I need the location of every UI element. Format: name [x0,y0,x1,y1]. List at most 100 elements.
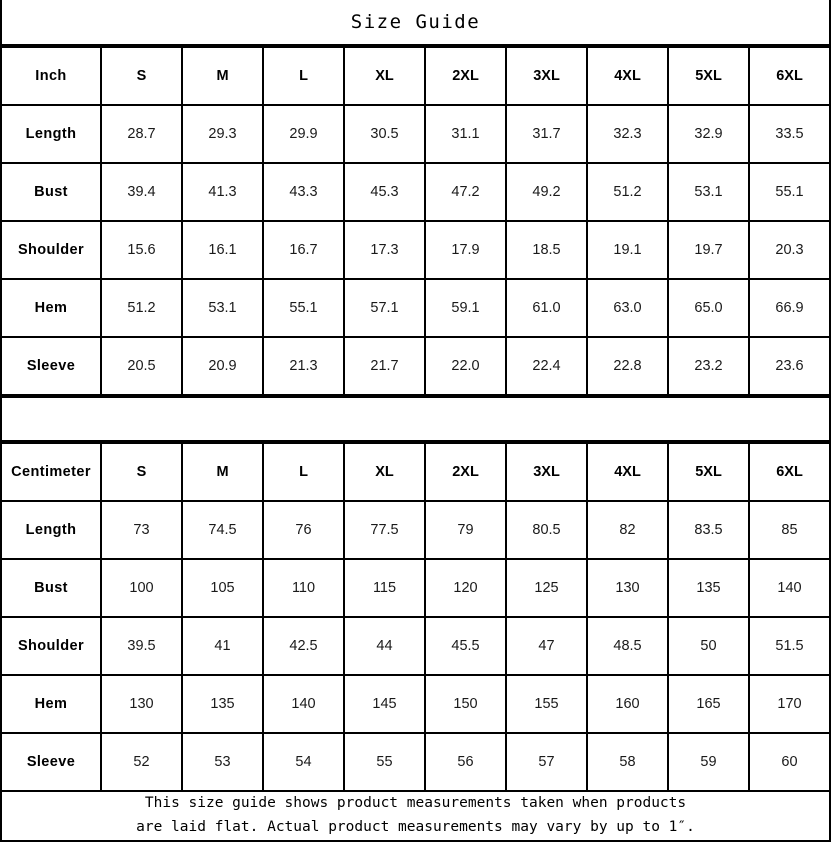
cell-value: 47.2 [424,161,507,222]
cell-value: 49.2 [505,161,588,222]
cell-value: 21.3 [262,335,345,396]
table-row: Length 28.7 29.3 29.9 30.5 31.1 31.7 32.… [0,103,831,164]
unit-label-inch: Inch [0,45,102,106]
cell-value: 23.2 [667,335,750,396]
cell-value: 20.3 [748,219,831,280]
size-header-6xl: 6XL [748,45,831,106]
cell-value: 43.3 [262,161,345,222]
cell-value: 29.3 [181,103,264,164]
cell-value: 65.0 [667,277,750,338]
centimeter-measurements-table: Centimeter S M L XL 2XL 3XL 4XL 5XL 6XL … [0,442,831,793]
table-row: Sleeve 52 53 54 55 56 57 58 59 60 [0,732,831,793]
page-title: Size Guide [350,10,481,33]
cell-value: 44 [343,616,426,677]
cell-value: 51.2 [100,277,183,338]
size-header-xl: XL [343,442,426,503]
cell-value: 135 [667,558,750,619]
cell-value: 51.2 [586,161,669,222]
size-header-s: S [100,45,183,106]
row-label-hem: Hem [0,277,102,338]
cell-value: 165 [667,674,750,735]
table-separator-row [0,395,831,443]
cell-value: 16.1 [181,219,264,280]
disclaimer-line-1: This size guide shows product measuremen… [144,795,687,812]
cell-value: 33.5 [748,103,831,164]
size-guide-disclaimer: This size guide shows product measuremen… [0,792,831,842]
cell-value: 80.5 [505,500,588,561]
cell-value: 31.7 [505,103,588,164]
cell-value: 45.5 [424,616,507,677]
cell-value: 39.4 [100,161,183,222]
cell-value: 74.5 [181,500,264,561]
cell-value: 55.1 [262,277,345,338]
cell-value: 39.5 [100,616,183,677]
cell-value: 110 [262,558,345,619]
cell-value: 32.9 [667,103,750,164]
table-row: Length 73 74.5 76 77.5 79 80.5 82 83.5 8… [0,500,831,561]
cell-value: 53 [181,732,264,793]
cell-value: 52 [100,732,183,793]
cell-value: 85 [748,500,831,561]
disclaimer-line-2: are laid flat. Actual product measuremen… [136,819,695,836]
cell-value: 41 [181,616,264,677]
cell-value: 76 [262,500,345,561]
cell-value: 42.5 [262,616,345,677]
size-header-s: S [100,442,183,503]
cell-value: 41.3 [181,161,264,222]
cell-value: 56 [424,732,507,793]
size-header-m: M [181,45,264,106]
cell-value: 61.0 [505,277,588,338]
cell-value: 55 [343,732,426,793]
cell-value: 18.5 [505,219,588,280]
cell-value: 28.7 [100,103,183,164]
size-header-l: L [262,442,345,503]
cell-value: 60 [748,732,831,793]
row-label-bust: Bust [0,558,102,619]
size-header-3xl: 3XL [505,442,588,503]
row-label-sleeve: Sleeve [0,335,102,396]
cell-value: 51.5 [748,616,831,677]
cell-value: 63.0 [586,277,669,338]
cell-value: 59 [667,732,750,793]
cell-value: 30.5 [343,103,426,164]
size-header-xl: XL [343,45,426,106]
cell-value: 120 [424,558,507,619]
cell-value: 15.6 [100,219,183,280]
cell-value: 73 [100,500,183,561]
cell-value: 57.1 [343,277,426,338]
cell-value: 125 [505,558,588,619]
cell-value: 53.1 [181,277,264,338]
size-header-4xl: 4XL [586,45,669,106]
cell-value: 47 [505,616,588,677]
cell-value: 150 [424,674,507,735]
cell-value: 55.1 [748,161,831,222]
cell-value: 29.9 [262,103,345,164]
cell-value: 135 [181,674,264,735]
size-header-2xl: 2XL [424,442,507,503]
cell-value: 105 [181,558,264,619]
cell-value: 17.3 [343,219,426,280]
cell-value: 48.5 [586,616,669,677]
cell-value: 155 [505,674,588,735]
cell-value: 19.7 [667,219,750,280]
row-label-shoulder: Shoulder [0,219,102,280]
cell-value: 82 [586,500,669,561]
row-label-sleeve: Sleeve [0,732,102,793]
size-header-4xl: 4XL [586,442,669,503]
cell-value: 57 [505,732,588,793]
cell-value: 115 [343,558,426,619]
row-label-hem: Hem [0,674,102,735]
cell-value: 59.1 [424,277,507,338]
table-row: Hem 51.2 53.1 55.1 57.1 59.1 61.0 63.0 6… [0,277,831,338]
cell-value: 140 [262,674,345,735]
table-row: Shoulder 39.5 41 42.5 44 45.5 47 48.5 50… [0,616,831,677]
cell-value: 22.8 [586,335,669,396]
size-header-2xl: 2XL [424,45,507,106]
table-row: Hem 130 135 140 145 150 155 160 165 170 [0,674,831,735]
table-header-row: Inch S M L XL 2XL 3XL 4XL 5XL 6XL [0,45,831,106]
cell-value: 66.9 [748,277,831,338]
size-header-m: M [181,442,264,503]
inch-measurements-table: Inch S M L XL 2XL 3XL 4XL 5XL 6XL Length… [0,45,831,396]
table-header-row: Centimeter S M L XL 2XL 3XL 4XL 5XL 6XL [0,442,831,503]
